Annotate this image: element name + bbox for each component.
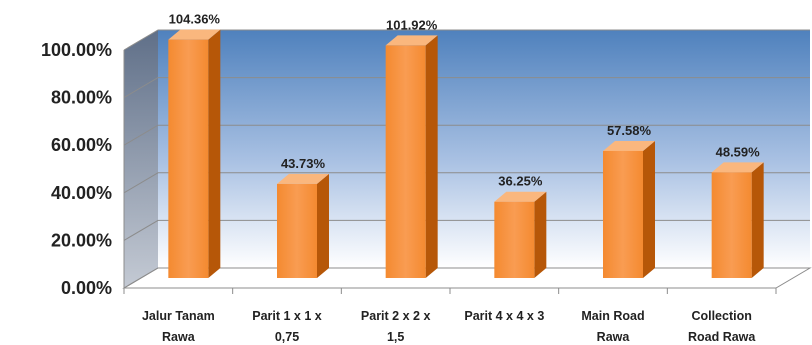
y-axis: 0.00% 20.00% 40.00% 60.00% 80.00% 100.00% xyxy=(41,40,125,298)
y-tick-label: 80.00% xyxy=(51,88,112,108)
y-tick-label: 0.00% xyxy=(61,278,112,298)
bar-top xyxy=(385,35,438,46)
bar-side xyxy=(643,140,655,278)
x-axis: Jalur Tanam Rawa Parit 1 x 1 x 0,75 Parit 2 … xyxy=(123,288,777,344)
bar-front xyxy=(494,201,535,278)
gridline xyxy=(123,172,810,194)
x-tick-label: Jalur Tanam Rawa xyxy=(142,309,215,344)
bar xyxy=(494,191,547,278)
data-labels: 104.36% 43.73% 101.92% 36.25% 57.58% 48.59% xyxy=(169,12,760,189)
data-label: 57.58% xyxy=(607,123,652,138)
bar-top xyxy=(168,29,221,40)
bar xyxy=(168,29,221,278)
y-tick-label: 100.00% xyxy=(41,40,112,60)
bar-front xyxy=(277,183,317,278)
gridline xyxy=(123,267,810,289)
bar-front xyxy=(603,150,643,278)
x-tick-label-line: Rawa xyxy=(597,330,631,344)
gridline xyxy=(123,29,810,51)
x-tick-label-line: Parit 1 x 1 x xyxy=(252,309,322,323)
x-tick-label-line: Parit 2 x 2 x xyxy=(361,309,431,323)
x-tick-label: Parit 4 x 4 x 3 xyxy=(464,309,544,323)
bar-side xyxy=(317,173,329,278)
bar-top xyxy=(494,191,547,202)
data-label: 104.36% xyxy=(169,12,221,27)
y-tick-label: 60.00% xyxy=(51,135,112,155)
data-label: 101.92% xyxy=(386,17,438,32)
floor xyxy=(122,267,812,289)
bar-side xyxy=(534,191,547,278)
x-tick-label-line: 0,75 xyxy=(275,330,299,344)
x-tick-label: Main Road Rawa xyxy=(581,309,644,344)
bar-side xyxy=(751,162,764,278)
x-tick-label-line: Road Rawa xyxy=(688,330,756,344)
bar xyxy=(277,173,329,278)
bar xyxy=(603,140,655,278)
bar-front xyxy=(168,39,209,278)
x-tick-label-line: Rawa xyxy=(162,330,196,344)
x-tick-label-line: Main Road xyxy=(581,309,644,323)
gridlines xyxy=(123,29,810,289)
side-wall xyxy=(124,30,158,288)
bar-front xyxy=(711,172,752,278)
bar-side xyxy=(208,29,221,278)
x-tick-label: Collection Road Rawa xyxy=(688,309,756,344)
bar xyxy=(711,162,764,278)
x-tick-label: Parit 2 x 2 x 1,5 xyxy=(361,309,431,344)
bar-top xyxy=(603,140,655,151)
x-tick-label-line: 1,5 xyxy=(387,330,404,344)
x-tick-label: Parit 1 x 1 x 0,75 xyxy=(252,309,322,344)
x-tick-label-line: Parit 4 x 4 x 3 xyxy=(464,309,544,323)
gridline xyxy=(123,77,810,99)
data-label: 48.59% xyxy=(716,144,761,159)
gridline xyxy=(123,124,810,146)
y-tick-label: 20.00% xyxy=(51,230,112,250)
bar-top xyxy=(277,173,329,184)
bar-side xyxy=(425,35,438,278)
bar xyxy=(385,35,438,278)
data-label: 36.25% xyxy=(498,174,543,189)
bars xyxy=(168,29,764,278)
plot-walls xyxy=(122,30,812,289)
x-tick-label-line: Collection xyxy=(691,309,751,323)
back-wall xyxy=(158,30,810,268)
data-label: 43.73% xyxy=(281,156,326,171)
x-tick-label-line: Jalur Tanam xyxy=(142,309,215,323)
bar-top xyxy=(711,162,764,173)
y-tick-label: 40.00% xyxy=(51,183,112,203)
bar-front xyxy=(385,45,426,278)
gridline xyxy=(123,219,810,241)
